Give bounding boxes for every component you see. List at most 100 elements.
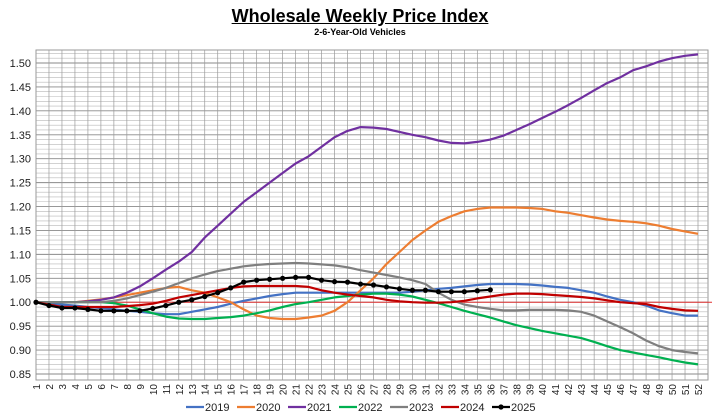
data-point-2025	[396, 286, 403, 292]
x-tick-label: 49	[655, 384, 666, 396]
data-point-2025	[370, 282, 377, 288]
data-point-2025	[241, 279, 247, 285]
data-point-2025	[176, 299, 182, 305]
y-tick-label: 1.05	[10, 273, 31, 285]
x-tick-label: 2	[45, 384, 56, 390]
data-point-2025	[72, 305, 78, 311]
data-point-2025	[409, 287, 416, 293]
x-tick-label: 5	[84, 384, 95, 390]
y-tick-label: 0.85	[10, 369, 31, 381]
data-point-2025	[267, 276, 273, 282]
data-point-2025	[33, 299, 39, 305]
x-tick-label: 19	[266, 384, 277, 396]
x-tick-label: 16	[227, 384, 238, 396]
y-tick-label: 0.90	[10, 345, 31, 357]
series-line-2021	[36, 53, 699, 304]
x-tick-label: 25	[344, 384, 355, 396]
x-tick-label: 52	[694, 384, 705, 396]
x-tick-label: 9	[136, 384, 147, 390]
x-tick-label: 21	[292, 384, 303, 396]
data-point-2025	[422, 287, 429, 293]
y-tick-label: 1.50	[10, 58, 31, 70]
x-tick-label: 22	[305, 384, 316, 396]
y-tick-label: 1.15	[10, 225, 31, 237]
data-point-2025	[318, 277, 325, 283]
data-point-2025	[111, 308, 117, 314]
x-tick-label: 4	[71, 384, 82, 390]
x-tick-label: 36	[486, 384, 497, 396]
data-point-2025	[98, 308, 104, 314]
data-point-2025	[254, 277, 260, 283]
data-point-2025	[280, 275, 286, 281]
x-tick-label: 35	[473, 384, 484, 396]
x-tick-label: 14	[201, 384, 212, 396]
data-point-2025	[357, 281, 364, 287]
x-tick-label: 10	[149, 384, 160, 396]
x-tick-label: 30	[408, 384, 419, 396]
x-tick-label: 27	[369, 384, 380, 396]
x-tick-label: 12	[175, 384, 186, 396]
data-point-2025	[435, 289, 441, 295]
x-tick-label: 39	[525, 384, 536, 396]
y-tick-label: 1.00	[10, 297, 31, 309]
legend-label-2025: 2025	[511, 402, 535, 414]
x-tick-label: 24	[331, 384, 342, 396]
x-tick-label: 29	[395, 384, 406, 396]
x-tick-label: 20	[279, 384, 290, 396]
legend-label-2023: 2023	[409, 402, 433, 414]
data-point-2025	[202, 293, 208, 300]
x-tick-label: 48	[642, 384, 653, 396]
data-point-2025	[305, 274, 312, 280]
x-tick-label: 43	[577, 384, 588, 396]
y-tick-label: 1.35	[10, 130, 31, 142]
x-tick-label: 41	[551, 384, 562, 396]
data-point-2025	[215, 290, 221, 296]
data-point-2025	[46, 302, 52, 309]
legend-label-2020: 2020	[256, 402, 280, 414]
x-tick-label: 50	[668, 384, 679, 396]
x-tick-label: 23	[318, 384, 329, 396]
x-tick-label: 32	[434, 384, 445, 396]
data-point-2025	[474, 288, 480, 294]
x-tick-label: 46	[616, 384, 627, 396]
data-point-2025	[85, 306, 91, 313]
x-tick-label: 15	[214, 384, 225, 396]
x-tick-label: 40	[538, 384, 549, 396]
y-tick-label: 1.10	[10, 249, 31, 261]
x-tick-label: 18	[253, 384, 264, 396]
y-tick-label: 1.45	[10, 82, 31, 94]
data-point-2025	[331, 279, 338, 285]
y-tick-label: 1.40	[10, 106, 31, 118]
x-tick-label: 45	[603, 384, 614, 396]
x-tick-label: 42	[564, 384, 575, 396]
chart-title: Wholesale Weekly Price Index	[231, 6, 489, 26]
data-point-2025	[228, 285, 234, 291]
x-tick-label: 8	[123, 384, 134, 390]
data-point-2025	[137, 308, 143, 314]
legend-marker-2025	[498, 404, 504, 410]
data-point-2025	[383, 284, 390, 290]
y-tick-label: 1.25	[10, 178, 31, 190]
x-tick-label: 38	[512, 384, 523, 396]
series-line-2024	[35, 284, 699, 312]
data-point-2025	[293, 274, 299, 280]
x-tick-label: 17	[240, 384, 251, 396]
data-point-2025	[59, 305, 65, 311]
legend-label-2022: 2022	[358, 402, 382, 414]
x-tick-label: 47	[629, 384, 640, 396]
data-point-2025	[150, 305, 156, 312]
x-tick-label: 26	[357, 384, 368, 396]
x-tick-label: 44	[590, 384, 601, 396]
data-point-2025	[163, 302, 169, 309]
series-line-2022	[36, 292, 699, 366]
series-line-2019	[35, 282, 698, 317]
x-tick-label: 34	[460, 384, 471, 396]
data-point-2025	[344, 279, 351, 285]
data-point-2025	[124, 308, 130, 314]
x-tick-label: 31	[421, 384, 432, 396]
x-tick-label: 1	[32, 384, 43, 390]
data-point-2025	[189, 297, 195, 303]
data-point-2025	[461, 289, 467, 295]
